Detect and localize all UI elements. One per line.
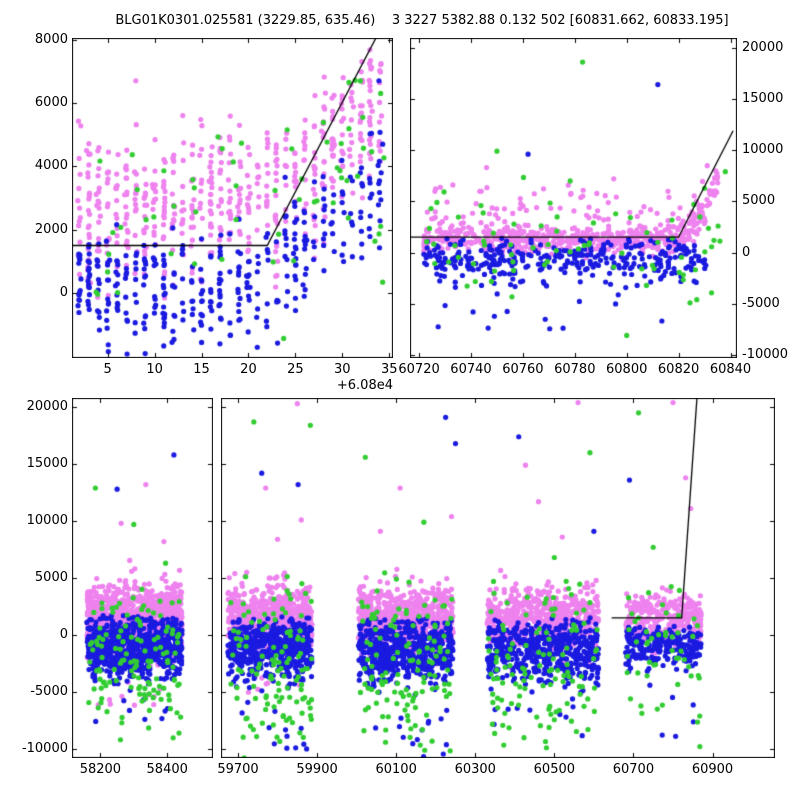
y-tick-label: 8000	[34, 31, 68, 47]
y-tick-label: -5000	[30, 683, 68, 699]
x-tick-label: 60820	[657, 362, 700, 377]
y-tick-label: -10000	[21, 740, 68, 756]
subplot-top-right	[410, 38, 737, 358]
x-tick-label: 60720	[398, 362, 440, 377]
x-tick-label: 60700	[612, 762, 655, 777]
x-tick-label: 60780	[554, 362, 596, 377]
x-tick-label: 25	[287, 362, 304, 377]
x-tick-label: 10	[146, 362, 163, 377]
x-tick-label: 60740	[450, 362, 492, 377]
y-tick-label: -10000	[742, 346, 789, 362]
subplot-bottom-left-canvas	[72, 398, 213, 758]
y-tick-label: 6000	[34, 94, 68, 110]
y-tick-label: 0	[742, 244, 751, 260]
y-tick-label: 5000	[742, 193, 776, 209]
figure-title: BLG01K0301.025581 (3229.85, 635.46) 3 32…	[115, 13, 729, 28]
y-tick-label: 5000	[34, 570, 68, 585]
x-tick-label: 35	[380, 362, 398, 377]
subplot-bottom-right	[221, 398, 775, 758]
y-tick-label: -5000	[742, 295, 780, 311]
y-tick-label: 10000	[26, 513, 68, 529]
x-tick-label: 58400	[146, 762, 188, 777]
y-tick-label: 0	[59, 626, 68, 642]
y-tick-label: 0	[59, 285, 68, 301]
y-tick-label: 2000	[34, 221, 68, 237]
x-tick-label: 60900	[691, 762, 734, 777]
x-tick-label: 60300	[454, 762, 496, 777]
x-tick-label: 60760	[502, 362, 544, 377]
x-tick-label: 60840	[709, 362, 752, 377]
x-tick-label: 5	[103, 362, 112, 377]
subplot-top-left	[72, 38, 393, 358]
subplot-top-right-canvas	[410, 38, 737, 358]
x-tick-label: 59700	[217, 762, 259, 777]
y-tick-label: 10000	[742, 142, 784, 158]
y-tick-label: 20000	[26, 399, 68, 415]
y-tick-label: 20000	[742, 39, 784, 55]
y-tick-label: 4000	[34, 158, 68, 174]
x-tick-label: 20	[240, 362, 257, 377]
x-tick-label: 58200	[79, 762, 122, 777]
x-tick-label: 60500	[533, 762, 576, 777]
subplot-bottom-right-canvas	[221, 398, 775, 758]
x-tick-label: 30	[334, 362, 351, 377]
subplot-bottom-left	[72, 398, 213, 758]
x-tick-label: 15	[193, 362, 210, 377]
y-tick-label: 15000	[742, 90, 784, 106]
x-tick-label: 60800	[606, 362, 648, 377]
subplot-top-left-canvas	[72, 38, 393, 358]
axis-offset-label: +6.08e4	[336, 378, 393, 393]
x-tick-label: 60100	[375, 762, 417, 777]
y-tick-label: 15000	[26, 456, 68, 472]
x-tick-label: 59900	[296, 762, 338, 777]
